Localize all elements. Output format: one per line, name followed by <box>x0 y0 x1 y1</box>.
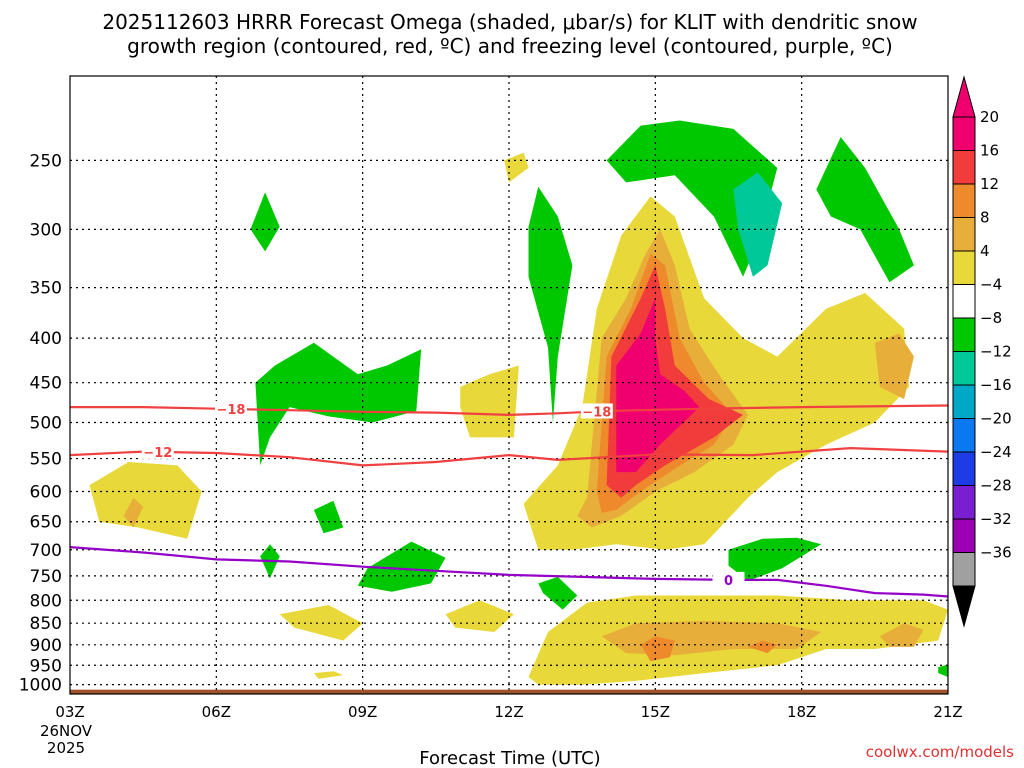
x-tick-label: 12Z <box>494 703 523 721</box>
upward-motion-magenta <box>616 298 700 473</box>
colorbar-segment <box>952 384 976 419</box>
y-tick-label: 800 <box>30 591 62 611</box>
watermark: coolwx.com/models <box>866 743 1014 761</box>
y-tick-label: 500 <box>30 414 62 434</box>
omega-region-yellow <box>504 152 529 183</box>
colorbar-segment <box>952 250 976 285</box>
x-tick-label: 15Z <box>641 703 670 721</box>
colorbar-tick-label: −24 <box>980 443 1012 461</box>
dendritic-contour-minus12-label: −12 <box>143 446 172 461</box>
dendritic-contour-minus18 <box>70 404 949 417</box>
colorbar-segment <box>952 183 976 218</box>
y-tick-label: 850 <box>30 614 62 634</box>
dendritic-contour-minus18-label-bg <box>580 403 613 419</box>
omega-region-yellow <box>460 365 519 438</box>
x-tick-label: 09Z <box>348 703 377 721</box>
y-tick-label: 750 <box>30 567 62 587</box>
y-tick-label: 350 <box>30 279 62 299</box>
omega-region-green <box>938 664 948 677</box>
omega-region-lowmax <box>748 640 778 654</box>
x-tick-label: 06Z <box>202 703 231 721</box>
colorbar-segment <box>952 451 976 486</box>
colorbar-tick-label: −12 <box>980 343 1012 361</box>
colorbar-tick-label: −8 <box>980 309 1002 327</box>
omega-region-yellow <box>313 671 344 679</box>
omega-region-green <box>606 120 778 277</box>
colorbar-tick-label: 20 <box>980 108 999 126</box>
chart-title-line2: growth region (contoured, red, ºC) and f… <box>127 34 893 58</box>
y-tick-label: 250 <box>30 151 62 171</box>
colorbar-segment <box>952 284 976 319</box>
x-axis-label: Forecast Time (UTC) <box>419 748 600 768</box>
dendritic-contour-minus12-label-bg <box>141 443 174 459</box>
colorbar-segment <box>952 217 976 252</box>
omega-region-orange <box>123 497 144 528</box>
omega-region-green <box>313 500 344 534</box>
y-tick-label: 650 <box>30 513 62 533</box>
x-tick-label: 21Z <box>933 703 962 721</box>
dendritic-contour-minus18-label: −18 <box>582 405 611 420</box>
omega-region-green <box>538 576 578 610</box>
freezing-level-contour <box>69 546 949 598</box>
colorbar-segment <box>952 485 976 520</box>
omega-region-green <box>816 137 914 283</box>
colorbar-bottom-arrow <box>952 585 976 628</box>
dendritic-contour-minus18-label-bg <box>214 400 247 416</box>
omega-region-green <box>528 186 573 423</box>
colorbar-tick-label: −4 <box>980 276 1002 294</box>
colorbar-tick-label: 4 <box>980 242 990 260</box>
colorbar: 20 16 12 8 4 −4 −8 −12 −16 −20 −24 −28 −32 −36 <box>952 75 1012 628</box>
omega-region-lowmax <box>640 636 675 662</box>
colorbar-tick-label: −20 <box>980 410 1012 428</box>
colorbar-tick-label: −28 <box>980 477 1012 495</box>
ground-strip <box>70 689 948 694</box>
omega-region-green <box>255 342 422 466</box>
colorbar-tick-label: −36 <box>980 544 1012 562</box>
colorbar-segment <box>952 351 976 386</box>
y-tick-label: 1000 <box>19 676 62 696</box>
omega-region-yellow <box>445 600 514 632</box>
x-tick-label: 03Z <box>55 703 84 721</box>
omega-region-teal <box>733 172 783 277</box>
y-tick-label: 450 <box>30 374 62 394</box>
omega-region-green <box>728 537 822 581</box>
colorbar-tick-label: 8 <box>980 209 990 227</box>
omega-region-green <box>357 541 446 592</box>
y-tick-label: 700 <box>30 541 62 561</box>
omega-region-yellow <box>89 462 202 539</box>
x-tick-label: 18Z <box>787 703 816 721</box>
plot-frame <box>69 75 949 695</box>
colorbar-tick-label: −32 <box>980 510 1012 528</box>
omega-region-green <box>250 192 280 252</box>
dendritic-contour-minus12 <box>69 446 949 467</box>
date-line1: 26NOV <box>40 722 93 740</box>
colorbar-segment <box>952 317 976 352</box>
colorbar-segment <box>952 418 976 453</box>
freezing-level-contour-label: 0 <box>724 574 733 589</box>
y-tick-label: 400 <box>30 329 62 349</box>
colorbar-segment <box>952 518 976 553</box>
colorbar-segment <box>952 552 976 587</box>
y-tick-label: 900 <box>30 636 62 656</box>
y-tick-label: 600 <box>30 482 62 502</box>
y-tick-label: 550 <box>30 450 62 470</box>
colorbar-segment <box>952 116 976 151</box>
chart-title-line1: 2025112603 HRRR Forecast Omega (shaded, … <box>102 10 917 34</box>
colorbar-tick-label: −16 <box>980 376 1012 394</box>
plot-area: −18 −18 −12 0 <box>69 75 949 695</box>
freezing-level-contour-label-bg <box>712 571 745 587</box>
y-tick-label: 300 <box>30 220 62 240</box>
dendritic-contour-minus18-label: −18 <box>216 403 245 418</box>
y-tick-label: 950 <box>30 656 62 676</box>
omega-region-orange <box>879 623 924 647</box>
colorbar-tick-label: 16 <box>980 142 999 160</box>
colorbar-segment <box>952 150 976 185</box>
colorbar-tick-label: 12 <box>980 175 999 193</box>
date-line2: 2025 <box>47 739 85 757</box>
omega-region-yellow <box>279 605 363 641</box>
